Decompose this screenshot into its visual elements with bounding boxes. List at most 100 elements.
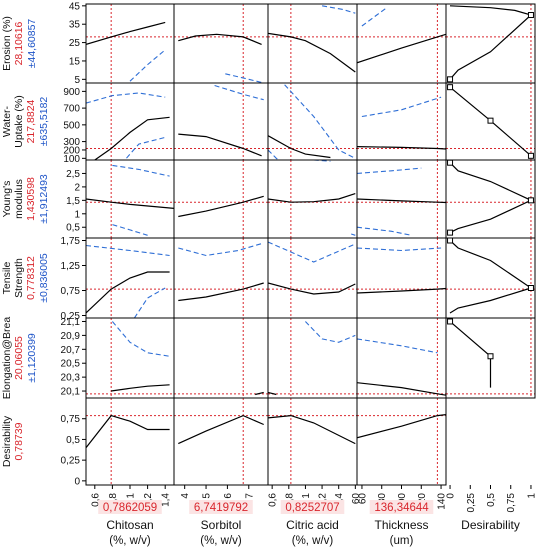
y-tick-label: 0,75 [61, 286, 81, 297]
desirability-marker [487, 353, 494, 360]
row-ci-value: ±635,5182 [38, 97, 50, 147]
fit-line [178, 133, 262, 157]
ci-lower-line [124, 136, 166, 160]
ci-upper-line [357, 247, 442, 252]
desirability-curve [449, 321, 492, 388]
ci-upper-line [361, 96, 442, 118]
y-tick-label: 15 [69, 56, 81, 67]
cell-frame [85, 3, 175, 84]
column-value-highlight [98, 500, 162, 514]
x-tick-label: 6 [223, 493, 234, 499]
fit-line [268, 282, 356, 295]
x-tick-label: 1 [301, 493, 312, 499]
y-tick-label: 45 [69, 1, 81, 12]
fit-line [94, 116, 170, 160]
y-tick-label: 2 [74, 182, 80, 193]
column-name: Citric acid [286, 518, 339, 532]
cell-frame [85, 397, 175, 486]
fit-line [268, 193, 356, 203]
fit-line [178, 282, 264, 302]
ci-upper-line [111, 321, 170, 357]
ci-upper-line [268, 241, 356, 263]
ci-lower-line [268, 149, 280, 160]
desirability-marker [447, 237, 454, 244]
y-tick-label: 5 [74, 75, 80, 86]
column-unit: (%, w/v) [109, 535, 151, 547]
cell-frame [267, 237, 358, 319]
desirability-marker [527, 285, 534, 291]
x-tick-label: 0,8 [108, 493, 119, 507]
desirability-marker [447, 84, 454, 91]
ci-upper-line [225, 73, 264, 83]
ci-upper-line [305, 321, 356, 343]
row-current-value: 0,78739 [13, 422, 25, 460]
row-current-value: 28,10616 [13, 21, 25, 65]
column-unit: (%, w/v) [292, 535, 334, 547]
y-tick-label: 0,25 [61, 311, 81, 322]
y-tick-label: 21,1 [61, 317, 81, 328]
cell-frame [356, 397, 447, 486]
y-tick-label: 1,25 [61, 261, 81, 272]
fit-line [111, 384, 170, 392]
cell-frame [267, 159, 358, 239]
row-ci-value: ±0,836005 [38, 253, 50, 303]
ci-upper-line [178, 242, 264, 257]
fit-line [268, 32, 356, 73]
x-tick-label: 5 [202, 493, 213, 499]
ci-upper-line [357, 338, 438, 354]
row-current-value: 217,8824 [25, 99, 37, 143]
x-tick-label: 60 [351, 493, 362, 505]
cell-frame [173, 237, 269, 319]
x-tick-label: 0 [446, 493, 457, 499]
x-tick-label: 1 [526, 493, 537, 499]
column-unit: (%, w/v) [200, 535, 242, 547]
ci-upper-line [284, 84, 356, 159]
fit-line [268, 414, 356, 445]
row-ci-value: ±1,120399 [26, 333, 38, 383]
column-current-value: 0,7862059 [103, 502, 157, 514]
y-tick-label: 0 [74, 476, 80, 487]
cell-frame [356, 317, 447, 399]
x-tick-label: 0,8 [284, 493, 295, 507]
cell-frame [445, 237, 536, 319]
row-ci-value: ±1,912493 [38, 174, 50, 224]
x-tick-label: 7 [244, 493, 255, 499]
desirability-marker [487, 117, 494, 124]
cell-frame [85, 159, 175, 239]
x-tick-label: 1,4 [334, 493, 345, 507]
y-tick-label: 1,75 [61, 236, 81, 247]
fit-line [268, 391, 277, 396]
y-tick-label: 200 [63, 145, 80, 156]
y-tick-label: 700 [63, 104, 80, 115]
ci-upper-line [322, 5, 356, 14]
ci-lower-line [133, 287, 166, 318]
ci-upper-line [112, 164, 170, 177]
y-tick-label: 35 [69, 20, 81, 31]
cell-frame [267, 3, 358, 84]
y-tick-label: 300 [63, 137, 80, 148]
y-tick-label: 20,9 [61, 331, 81, 342]
desirability-marker [447, 318, 454, 325]
ci-upper-line [214, 84, 264, 101]
y-tick-label: 500 [63, 120, 80, 131]
y-tick-label: 20,1 [61, 387, 81, 398]
column-name: Desirability [461, 518, 520, 532]
fit-line [178, 195, 264, 218]
y-tick-label: 20,3 [61, 373, 81, 384]
ci-lower-line [129, 49, 166, 82]
row-ci-value: ±44,60857 [26, 19, 38, 69]
column-value-highlight [280, 500, 345, 514]
x-tick-label: 1,2 [143, 493, 154, 507]
column-value-highlight [189, 500, 253, 514]
x-tick-label: 0,6 [90, 493, 101, 507]
x-tick-label: 80 [377, 493, 388, 505]
x-tick-label: 0,75 [506, 493, 517, 513]
row-label: Uptake (%) [13, 95, 25, 148]
cell-frame [445, 317, 536, 399]
fit-line [86, 414, 170, 449]
fit-line [86, 198, 174, 209]
row-label: modulus [13, 179, 25, 219]
x-tick-label: 60 [357, 493, 368, 505]
cell-frame [267, 397, 358, 486]
